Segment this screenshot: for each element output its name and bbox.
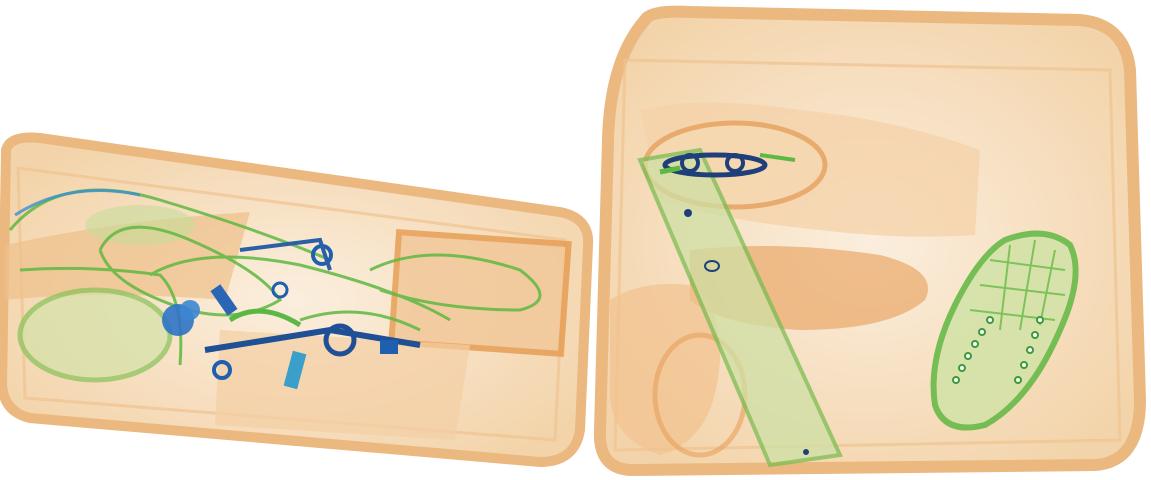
- bag-right: [593, 5, 1147, 477]
- strap: [637, 147, 843, 468]
- metal-items: [162, 237, 421, 390]
- shoe: [930, 230, 1079, 431]
- bag-left: [0, 132, 594, 468]
- metal-items: [659, 152, 809, 455]
